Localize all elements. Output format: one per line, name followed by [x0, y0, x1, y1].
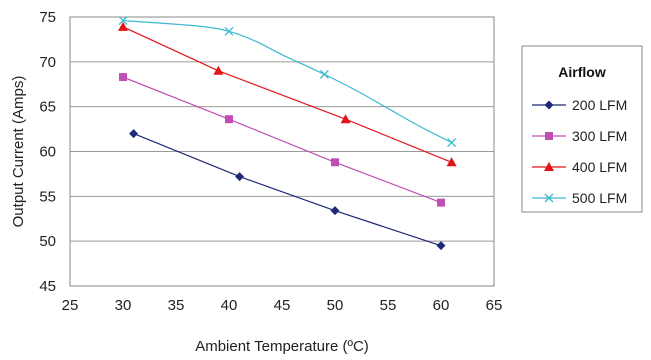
- y-tick-label: 50: [39, 233, 56, 250]
- series-line: [122, 76, 442, 204]
- series-500-lfm: [118, 16, 457, 147]
- series-line: [122, 26, 452, 163]
- legend-title: Airflow: [558, 64, 606, 80]
- data-point: [437, 198, 445, 207]
- x-tick-label: 55: [380, 297, 397, 314]
- series-300-lfm: [119, 73, 445, 207]
- data-point: [118, 16, 128, 26]
- data-point: [446, 157, 457, 167]
- series-layer: [118, 16, 457, 251]
- x-tick-label: 65: [486, 297, 503, 314]
- legend-marker: [544, 162, 554, 171]
- y-axis-title: Output Current (Amps): [10, 76, 27, 228]
- legend-label: 200 LFM: [572, 97, 627, 113]
- x-tick-label: 40: [221, 297, 238, 314]
- legend-item: 500 LFM: [532, 190, 627, 206]
- data-point: [436, 241, 446, 251]
- data-point: [340, 114, 351, 124]
- y-tick-label: 45: [39, 278, 56, 295]
- legend-marker: [545, 132, 553, 140]
- legend-marker: [544, 100, 554, 110]
- legend-item: 200 LFM: [532, 97, 627, 113]
- data-point: [235, 172, 245, 182]
- legend-label: 400 LFM: [572, 159, 627, 175]
- x-tick-label: 45: [274, 297, 291, 314]
- series-line: [122, 19, 452, 144]
- x-tick-label: 25: [62, 297, 79, 314]
- data-point: [129, 129, 139, 139]
- data-point: [319, 69, 329, 79]
- data-point: [213, 65, 224, 75]
- series-line: [133, 133, 442, 247]
- plot-border: [69, 16, 495, 287]
- legend-item: 300 LFM: [532, 128, 627, 144]
- data-point: [447, 138, 457, 147]
- data-point: [330, 206, 340, 216]
- data-point: [118, 21, 128, 31]
- series-400-lfm: [118, 21, 457, 167]
- legend: Airflow 200 LFM 300 LFM 400 LFM 500 LFM: [521, 45, 643, 213]
- x-tick-label: 50: [327, 297, 344, 314]
- tick-labels: 25 30 35 40 45 50 55 60 65 45 50 55 60 65 70 75: [39, 9, 502, 314]
- data-point: [331, 158, 339, 167]
- series-200-lfm: [129, 129, 446, 251]
- x-tick-label: 35: [168, 297, 185, 314]
- legend-label: 300 LFM: [572, 128, 627, 144]
- plot-area: [69, 16, 495, 287]
- x-tick-label: 30: [115, 297, 132, 314]
- gridlines: [70, 16, 494, 287]
- y-tick-label: 70: [39, 54, 56, 71]
- y-tick-label: 55: [39, 188, 56, 205]
- y-tick-label: 65: [39, 99, 56, 116]
- x-axis-title: Ambient Temperature (ºC): [195, 338, 369, 355]
- x-tick-label: 60: [433, 297, 450, 314]
- legend-item: 400 LFM: [532, 159, 627, 175]
- legend-label: 500 LFM: [572, 190, 627, 206]
- data-point: [225, 115, 233, 124]
- y-tick-label: 75: [39, 9, 56, 26]
- data-point: [119, 73, 127, 82]
- y-tick-label: 60: [39, 144, 56, 161]
- legend-box: [521, 45, 643, 213]
- legend-marker: [544, 193, 554, 203]
- data-point: [224, 26, 234, 36]
